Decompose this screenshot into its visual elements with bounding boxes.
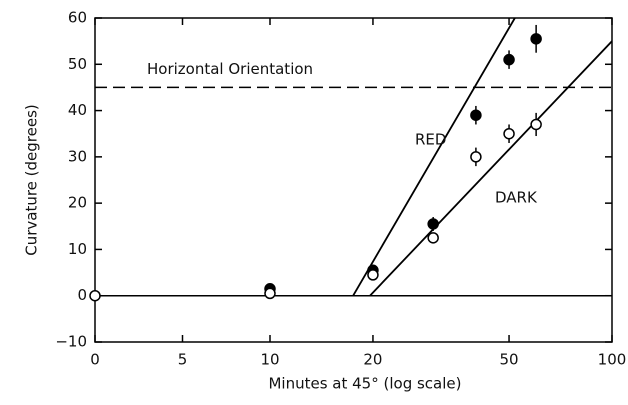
fit-line: [352, 18, 516, 297]
y-tick-label: 10: [68, 240, 87, 258]
point: [470, 151, 482, 163]
series-label: DARK: [495, 189, 538, 207]
y-tick-label: 60: [68, 9, 87, 27]
plot-frame: [94, 17, 613, 343]
x-tick-label: 100: [598, 351, 627, 369]
y-tick-label: 50: [68, 55, 87, 73]
fit-line: [369, 40, 612, 297]
point: [367, 269, 379, 281]
x-tick-label: 50: [500, 351, 519, 369]
x-tick-label: 0: [90, 351, 100, 369]
y-tick-label: −10: [55, 333, 87, 351]
y-tick-label: 40: [68, 101, 87, 119]
x-axis-label: Minutes at 45° (log scale): [268, 375, 461, 393]
x-tick-label: 10: [260, 351, 279, 369]
point: [427, 232, 439, 244]
x-tick-label: 20: [363, 351, 382, 369]
y-tick-label: 0: [77, 286, 87, 304]
x-tick-label: 5: [178, 351, 188, 369]
point: [530, 33, 542, 45]
y-axis-label: Curvature (degrees): [23, 104, 41, 256]
point: [470, 109, 482, 121]
y-tick-label: 30: [68, 147, 87, 165]
reference-label: Horizontal Orientation: [147, 60, 313, 78]
point: [427, 218, 439, 230]
point: [503, 53, 515, 66]
point: [89, 289, 101, 302]
series-label: RED: [415, 131, 446, 149]
y-tick-label: 20: [68, 194, 87, 212]
point: [503, 127, 515, 140]
point: [264, 287, 276, 300]
point: [530, 118, 542, 131]
